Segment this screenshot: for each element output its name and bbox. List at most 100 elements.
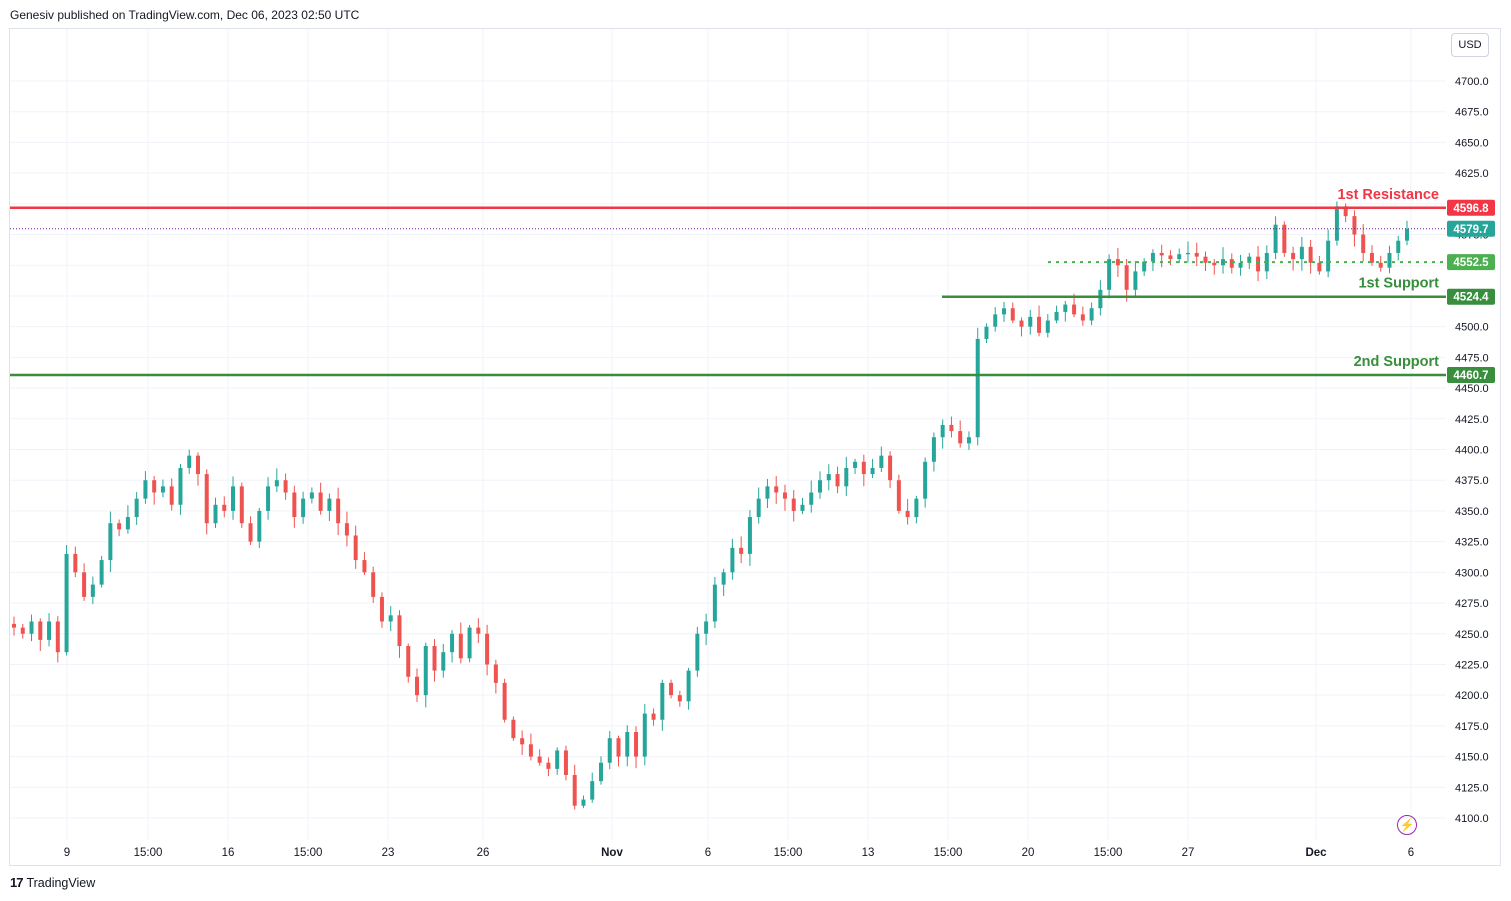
candle-body bbox=[774, 486, 779, 493]
candle-body bbox=[301, 498, 306, 518]
candle-body bbox=[835, 474, 840, 487]
candle-body bbox=[476, 627, 481, 634]
lightning-icon[interactable]: ⚡ bbox=[1397, 815, 1417, 835]
candle-body bbox=[502, 682, 507, 720]
price-badge bbox=[1447, 220, 1495, 237]
x-tick-label: 9 bbox=[64, 847, 70, 859]
candle-body bbox=[1045, 320, 1050, 333]
candle-body bbox=[485, 633, 490, 665]
candle-body bbox=[1334, 206, 1339, 241]
candle-body bbox=[966, 437, 971, 444]
candle-body bbox=[213, 504, 218, 524]
candle-body bbox=[1221, 259, 1226, 266]
y-tick-label: 4350.0 bbox=[1455, 506, 1489, 518]
candle-body bbox=[555, 750, 560, 769]
y-tick-label: 4175.0 bbox=[1455, 721, 1489, 733]
candle-body bbox=[1115, 259, 1120, 266]
x-tick-label: 6 bbox=[1408, 847, 1414, 859]
candle-body bbox=[160, 486, 165, 493]
candle-body bbox=[1378, 262, 1383, 268]
candle-body bbox=[397, 615, 402, 647]
candle-body bbox=[406, 646, 411, 677]
candle-body bbox=[266, 486, 271, 511]
candle-body bbox=[598, 762, 603, 782]
candle-body bbox=[625, 732, 630, 757]
candle-body bbox=[1150, 252, 1155, 262]
first-support-label: 1st Support bbox=[1358, 276, 1439, 292]
second-support-label: 2nd Support bbox=[1354, 354, 1440, 370]
price-badge-label: 4596.8 bbox=[1453, 203, 1489, 215]
candle-body bbox=[572, 775, 577, 806]
resistance-label: 1st Resistance bbox=[1337, 187, 1439, 203]
price-badge bbox=[1447, 199, 1495, 216]
candle-body bbox=[248, 523, 253, 542]
candle-body bbox=[861, 461, 866, 475]
candle-body bbox=[870, 467, 875, 475]
footer-brand[interactable]: 17 TradingView bbox=[10, 875, 95, 890]
candle-body bbox=[309, 492, 314, 499]
candle-body bbox=[1185, 252, 1190, 255]
candle-body bbox=[704, 621, 709, 634]
price-badge-label: 4524.4 bbox=[1453, 292, 1489, 304]
candle-body bbox=[1326, 240, 1331, 272]
candle-body bbox=[616, 738, 621, 757]
x-tick-label: 15:00 bbox=[294, 847, 323, 859]
candle-body bbox=[686, 670, 691, 702]
candle-body bbox=[756, 498, 761, 518]
candle-body bbox=[1133, 271, 1138, 290]
y-tick-label: 4375.0 bbox=[1455, 475, 1489, 487]
candle-body bbox=[660, 682, 665, 720]
candle-body bbox=[125, 517, 130, 530]
candle-body bbox=[1343, 206, 1348, 217]
candle-body bbox=[441, 652, 446, 671]
candle-body bbox=[888, 455, 893, 481]
price-levels: 1st Resistance 1st Support 2nd Support bbox=[10, 187, 1446, 377]
x-tick-label: Nov bbox=[601, 847, 623, 859]
candle-body bbox=[984, 326, 989, 339]
y-tick-label: 4425.0 bbox=[1455, 414, 1489, 426]
time-axis: 9 15:00 16 15:00 23 26 Nov 6 15:00 13 15:00 20 15:00… bbox=[64, 847, 1414, 859]
candle-body bbox=[1203, 256, 1208, 263]
tradingview-logo-icon: 17 bbox=[10, 875, 24, 890]
candle-body bbox=[371, 572, 376, 597]
price-badge-label: 4460.7 bbox=[1453, 370, 1488, 382]
candle-body bbox=[1229, 259, 1234, 268]
candle-body bbox=[432, 646, 437, 671]
price-badge-label: 4552.5 bbox=[1453, 257, 1489, 269]
grid bbox=[10, 29, 1446, 840]
candle-body bbox=[152, 480, 157, 493]
candle-body bbox=[1010, 308, 1015, 321]
candle-body bbox=[782, 492, 787, 499]
candle-body bbox=[511, 719, 516, 739]
price-badge bbox=[1447, 254, 1495, 271]
y-tick-label: 4300.0 bbox=[1455, 567, 1489, 579]
y-tick-label: 4250.0 bbox=[1455, 629, 1489, 641]
y-tick-label: 4400.0 bbox=[1455, 445, 1489, 457]
candle-body bbox=[1168, 255, 1173, 260]
y-tick-label: 4225.0 bbox=[1455, 659, 1489, 671]
candle-body bbox=[791, 498, 796, 511]
candle-body bbox=[1072, 304, 1077, 315]
chart-frame bbox=[9, 28, 1501, 866]
candle-body bbox=[765, 486, 770, 499]
x-tick-label: 15:00 bbox=[1094, 847, 1123, 859]
candle-body bbox=[493, 664, 498, 683]
candle-body bbox=[905, 510, 910, 518]
candle-body bbox=[169, 486, 174, 505]
y-tick-label: 4100.0 bbox=[1455, 813, 1489, 825]
candle-body bbox=[747, 517, 752, 554]
candle-body bbox=[1212, 262, 1217, 266]
candle-body bbox=[327, 498, 332, 511]
x-tick-label: 15:00 bbox=[774, 847, 803, 859]
x-tick-label: 26 bbox=[477, 847, 490, 859]
candle-body bbox=[677, 695, 682, 702]
candle-body bbox=[388, 615, 393, 622]
candle-body bbox=[29, 621, 34, 634]
candle-body bbox=[187, 455, 192, 468]
candle-body bbox=[1273, 224, 1278, 253]
candle-body bbox=[292, 492, 297, 518]
currency-button[interactable]: USD bbox=[1451, 33, 1489, 57]
x-tick-label: 16 bbox=[222, 847, 235, 859]
y-tick-label: 4650.0 bbox=[1455, 137, 1489, 149]
